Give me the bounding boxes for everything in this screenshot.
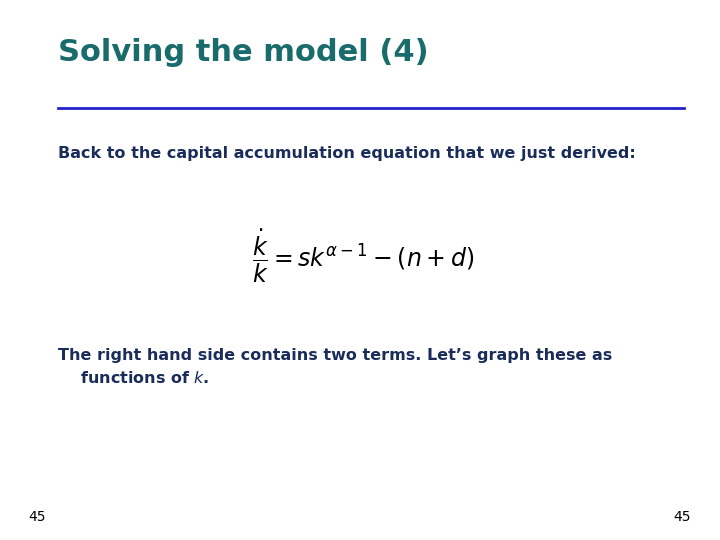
Text: 45: 45 [674, 510, 691, 524]
Text: 45: 45 [29, 510, 46, 524]
Text: $\dfrac{\dot{k}}{k} = sk^{\alpha-1} - (n+d)$: $\dfrac{\dot{k}}{k} = sk^{\alpha-1} - (n… [252, 228, 474, 285]
Text: Solving the model (4): Solving the model (4) [58, 38, 428, 67]
Text: The right hand side contains two terms. Let’s graph these as
    functions of $k: The right hand side contains two terms. … [58, 348, 612, 386]
Text: Back to the capital accumulation equation that we just derived:: Back to the capital accumulation equatio… [58, 146, 635, 161]
